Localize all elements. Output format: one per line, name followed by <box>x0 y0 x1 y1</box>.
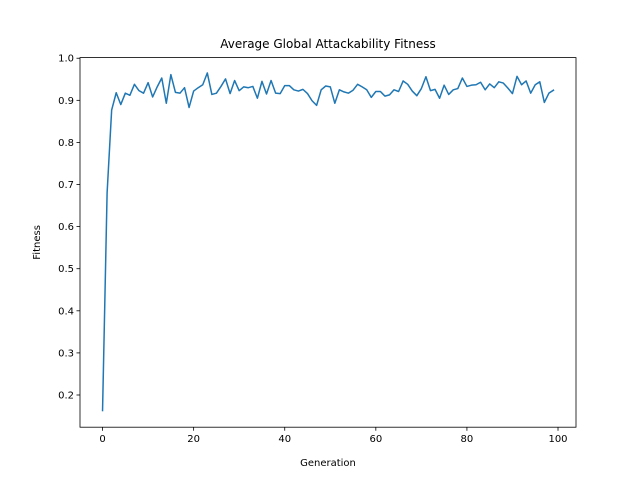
y-tick-label: 0.3 <box>58 348 74 359</box>
x-tick-label: 0 <box>99 434 105 445</box>
plot-frame <box>79 57 577 428</box>
x-axis-label: Generation <box>300 458 356 469</box>
y-tick-label: 0.7 <box>58 180 74 191</box>
y-tick-label: 0.5 <box>58 264 74 275</box>
x-tick-label: 60 <box>369 434 382 445</box>
y-tick-label: 0.6 <box>58 222 74 233</box>
y-tick-label: 1.0 <box>58 54 74 65</box>
y-tick-label: 0.4 <box>58 306 74 317</box>
x-tick-label: 20 <box>187 434 200 445</box>
y-tick-label: 0.2 <box>58 390 74 401</box>
series-line <box>101 72 555 412</box>
y-tick-label: 0.9 <box>58 96 74 107</box>
chart-title: Average Global Attackability Fitness <box>220 37 435 51</box>
y-axis-label: Fitness <box>32 225 43 260</box>
x-tick-label: 40 <box>278 434 291 445</box>
y-axis-ticks: 0.2 0.3 0.4 0.5 0.6 0.7 0.8 0.9 1.0 <box>58 54 80 401</box>
plot-area <box>80 57 576 428</box>
x-axis-ticks: 0 20 40 60 80 100 <box>99 427 568 445</box>
x-tick-label: 100 <box>548 434 567 445</box>
series-layer <box>101 72 555 412</box>
x-tick-label: 80 <box>461 434 474 445</box>
y-tick-label: 0.8 <box>58 138 74 149</box>
